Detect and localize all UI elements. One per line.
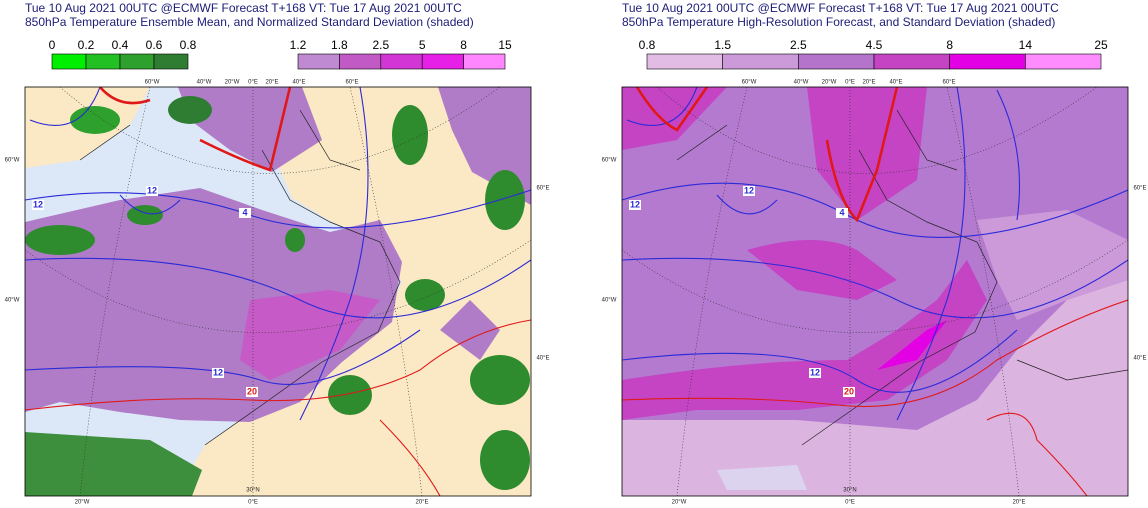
graticule-label: 40°W — [197, 80, 212, 86]
graticule-label: 60°E — [536, 186, 549, 192]
colorbar-label: 2.5 — [790, 38, 807, 52]
colorbar-label: 0.4 — [112, 38, 129, 52]
graticule-label: 0°E — [845, 80, 855, 86]
colorbar-label: 25 — [1094, 38, 1108, 52]
contour-label: 12 — [147, 185, 157, 195]
contour-label-bg — [246, 387, 258, 397]
colorbar-segment — [1025, 53, 1102, 70]
contour-label-bg — [836, 208, 848, 218]
graticule-label: 60°W — [145, 80, 160, 86]
colorbar-segment — [873, 53, 950, 70]
colorbar-label: 15 — [498, 38, 512, 52]
colorbar-segment — [798, 53, 875, 70]
colorbar-label: 0.6 — [146, 38, 163, 52]
graticule-label: 30°N — [843, 488, 856, 494]
title-line: 850hPa Temperature Ensemble Mean, and No… — [25, 15, 474, 29]
contour-label: 20 — [844, 386, 854, 396]
colorbar-segment — [153, 53, 189, 70]
contour-label-bg — [239, 208, 251, 218]
colorbar-label: 4.5 — [866, 38, 883, 52]
colorbar-label: 2.5 — [372, 38, 389, 52]
contour-label-bg — [843, 387, 855, 397]
graticule-label: 20°W — [672, 500, 687, 506]
colorbar-segment — [722, 53, 799, 70]
contour-label-bg — [629, 200, 641, 210]
graticule-label: 20°E — [265, 80, 278, 86]
graticule-label: 40°W — [794, 80, 809, 86]
colorbar-label: 14 — [1019, 38, 1033, 52]
title-line: 850hPa Temperature High-Resolution Forec… — [622, 15, 1055, 29]
graticule-label: 20°E — [1012, 500, 1025, 506]
contour-label: 4 — [242, 207, 247, 217]
graticule-label: 0°E — [248, 80, 258, 86]
contour-label-bg — [743, 186, 755, 196]
contour-label: 12 — [744, 185, 754, 195]
contour-label: 20 — [247, 386, 257, 396]
title-line: Tue 10 Aug 2021 00UTC @ECMWF Forecast T+… — [25, 1, 462, 15]
graticule-label: 40°E — [889, 80, 902, 86]
graticule-label: 0°E — [248, 500, 258, 506]
graticule-label: 60°W — [742, 80, 757, 86]
colorbar-label: 1.8 — [331, 38, 348, 52]
colorbar-segment — [119, 53, 155, 70]
colorbar-label: 8 — [460, 38, 467, 52]
graticule-label: 40°W — [602, 298, 617, 304]
graticule-label: 40°E — [292, 80, 305, 86]
graticule-label: 40°E — [536, 356, 549, 362]
graticule-label: 20°E — [415, 500, 428, 506]
contour-label-bg — [32, 200, 44, 210]
colorbar-label: 0 — [49, 38, 56, 52]
panel: Tue 10 Aug 2021 00UTC @ECMWF Forecast T+… — [5, 1, 550, 505]
graticule-label: 60°W — [5, 158, 20, 164]
colorbar-segment — [51, 53, 87, 70]
graticule-label: 20°W — [822, 80, 837, 86]
graticule-label: 20°E — [862, 80, 875, 86]
panel: Tue 10 Aug 2021 00UTC @ECMWF Forecast T+… — [602, 1, 1147, 505]
contour-label-bg — [809, 368, 821, 378]
contour-label: 4 — [839, 207, 844, 217]
graticule-label: 20°W — [225, 80, 240, 86]
contour-label: 12 — [630, 199, 640, 209]
contour-label: 12 — [33, 199, 43, 209]
colorbar-segment — [85, 53, 121, 70]
graticule-label: 60°E — [1133, 186, 1146, 192]
colorbar-segment — [421, 53, 464, 70]
colorbar-label: 1.5 — [714, 38, 731, 52]
colorbar-label: 0.2 — [78, 38, 95, 52]
colorbar-label: 0.8 — [639, 38, 656, 52]
graticule-label: 0°E — [845, 500, 855, 506]
contour-label-bg — [146, 186, 158, 196]
colorbar-label: 1.2 — [290, 38, 307, 52]
title-line: Tue 10 Aug 2021 00UTC @ECMWF Forecast T+… — [622, 1, 1059, 15]
graticule-label: 60°W — [602, 158, 617, 164]
map — [622, 87, 1128, 496]
colorbar-segment — [380, 53, 423, 70]
colorbar-segment — [949, 53, 1026, 70]
graticule-label: 40°E — [1133, 356, 1146, 362]
graticule-label: 60°E — [345, 80, 358, 86]
contour-label: 12 — [213, 367, 223, 377]
map — [25, 87, 531, 496]
colorbar-segment — [339, 53, 382, 70]
graticule-label: 40°W — [5, 298, 20, 304]
graticule-label: 60°E — [942, 80, 955, 86]
graticule-label: 20°W — [75, 500, 90, 506]
colorbar-label: 0.8 — [180, 38, 197, 52]
colorbar-label: 8 — [946, 38, 953, 52]
contour-label: 12 — [810, 367, 820, 377]
colorbar-segment — [463, 53, 506, 70]
colorbar-segment — [646, 53, 723, 70]
graticule-label: 30°N — [246, 488, 259, 494]
colorbar-segment — [297, 53, 340, 70]
contour-label-bg — [212, 368, 224, 378]
colorbar-label: 5 — [419, 38, 426, 52]
